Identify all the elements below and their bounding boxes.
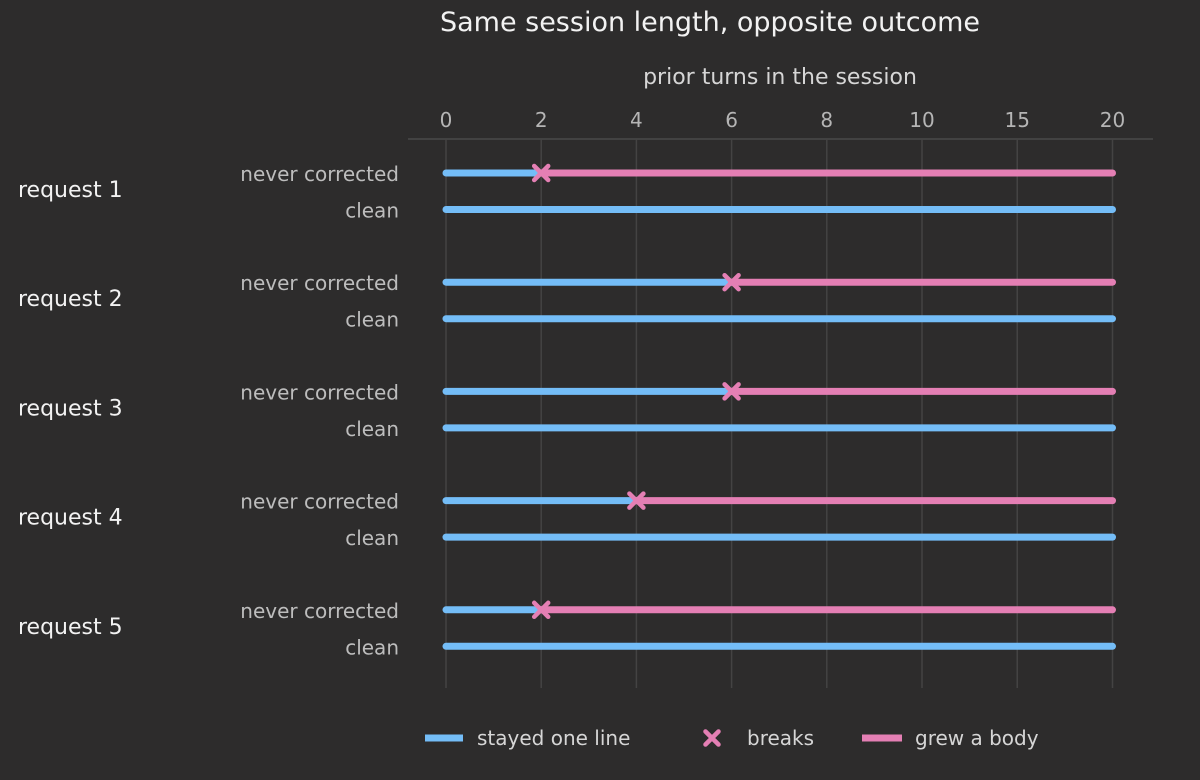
break-marker <box>722 382 741 401</box>
request-group: request 5 never corrected clean <box>18 599 1116 659</box>
request-label: request 2 <box>18 287 123 312</box>
grid-layer <box>408 138 1153 688</box>
x-tick-label: 0 <box>440 108 453 132</box>
request-label: request 1 <box>18 178 123 203</box>
x-tick-label: 10 <box>909 108 934 132</box>
x-tick-label: 8 <box>820 108 833 132</box>
series-label: never corrected <box>240 271 399 295</box>
x-tick-label: 15 <box>1005 108 1030 132</box>
x-tick-label: 4 <box>630 108 643 132</box>
break-marker <box>531 600 551 620</box>
legend-label: grew a body <box>915 726 1039 750</box>
break-marker <box>627 491 646 510</box>
request-group: request 3 never corrected clean <box>18 380 1116 441</box>
legend-item: breaks <box>703 726 814 750</box>
series-label: clean <box>345 526 399 550</box>
break-marker <box>722 272 741 292</box>
series-label: clean <box>345 635 399 659</box>
rows-layer: request 1 never corrected clean request 2 ne… <box>18 162 1116 659</box>
series-label: never corrected <box>240 599 399 623</box>
chart-title: Same session length, opposite outcome <box>440 7 980 38</box>
break-marker <box>703 729 721 747</box>
series-label: never corrected <box>240 380 399 404</box>
request-label: request 4 <box>18 506 123 531</box>
legend: stayed one line breaks grew a body <box>425 726 1039 750</box>
legend-item: stayed one line <box>425 726 630 750</box>
request-group: request 4 never corrected clean <box>18 490 1116 550</box>
request-label: request 5 <box>18 615 123 640</box>
series-label: never corrected <box>240 162 399 186</box>
request-label: request 3 <box>18 396 123 421</box>
legend-label: stayed one line <box>477 726 630 750</box>
legend-item: grew a body <box>862 726 1039 750</box>
series-label: clean <box>345 417 399 441</box>
legend-label: breaks <box>747 726 814 750</box>
x-axis-title: prior turns in the session <box>643 65 917 90</box>
request-group: request 1 never corrected clean <box>18 162 1116 223</box>
series-label: clean <box>345 308 399 332</box>
series-label: never corrected <box>240 490 399 514</box>
x-tick-label: 20 <box>1100 108 1125 132</box>
break-marker <box>531 163 551 183</box>
request-group: request 2 never corrected clean <box>18 271 1116 332</box>
x-tick-label: 6 <box>725 108 738 132</box>
series-label: clean <box>345 199 399 223</box>
x-axis-ticks: 0 2 4 6 8 10 15 20 <box>440 108 1126 132</box>
x-tick-label: 2 <box>535 108 548 132</box>
